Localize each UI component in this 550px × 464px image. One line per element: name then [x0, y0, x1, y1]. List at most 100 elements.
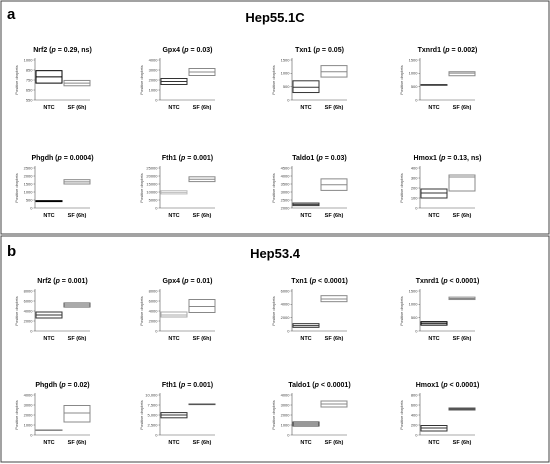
category-label: SF (6h) [193, 213, 212, 219]
y-tick-label: 7,500 [147, 402, 158, 407]
panel-a-frame [0, 0, 550, 235]
chart-title: Nrf2 (p = 0.29, ns) [33, 47, 92, 54]
y-axis-label: Positive droplets [14, 173, 19, 202]
y-tick-label: 0 [155, 328, 158, 333]
gene-label: Phgdh ( [31, 155, 58, 162]
y-tick-label: 100 [411, 195, 418, 200]
chart-a-txn1: Txn1 (p = 0.05) 0 500 1000 1500 Positive drop… [271, 47, 348, 111]
chart-b-gpx4: Gpx4 (p = 0.01) 0 2000 4000 6000 8000 Positive… [139, 278, 216, 342]
y-tick-label: 3000 [24, 402, 34, 407]
chart-title: Taldo1 (p < 0.0001) [288, 382, 350, 389]
category-label: NTC [168, 105, 179, 111]
chart-title: Phgdh (p = 0.0004) [31, 155, 93, 162]
p-value: = 0.0004) [62, 155, 94, 162]
y-tick-label: 1000 [24, 57, 34, 62]
p-symbol: p [180, 382, 186, 389]
y-tick-label: 1500 [281, 57, 291, 62]
y-tick-label: 1500 [409, 57, 419, 62]
y-tick-label: 2000 [24, 318, 34, 323]
p-symbol: p [311, 278, 317, 285]
y-tick-label: 2,500 [147, 422, 158, 427]
p-symbol: p [180, 155, 186, 162]
p-symbol: p [440, 155, 446, 162]
p-value: < 0.0001) [319, 382, 351, 389]
p-value: = 0.002) [450, 47, 478, 54]
p-symbol: p [51, 47, 57, 54]
y-tick-label: 1000 [409, 71, 419, 76]
y-tick-label: 0 [287, 328, 290, 333]
y-tick-label: 600 [411, 402, 418, 407]
category-label: SF (6h) [453, 213, 472, 219]
y-axis-label: Positive droplets [399, 296, 404, 325]
y-tick-label: 1500 [24, 181, 34, 186]
p-value: = 0.02) [66, 382, 90, 389]
category-label: NTC [168, 213, 179, 219]
category-label: SF (6h) [325, 440, 344, 446]
y-axis-label: Positive droplets [271, 173, 276, 202]
y-axis-label: Positive droplets [139, 296, 144, 325]
gene-label: Hmox1 ( [414, 155, 442, 162]
chart-b-phgdh: Phgdh (p = 0.02) 0 1000 2000 3000 4000 Positiv… [14, 382, 91, 446]
y-tick-label: 0 [415, 97, 418, 102]
box-sf [63, 405, 91, 423]
y-tick-label: 5,000 [147, 412, 158, 417]
charts-layer: Nrf2 (p = 0.29, ns)5506507508501000Posit… [14, 47, 481, 446]
y-tick-label: 200 [411, 185, 418, 190]
y-tick-label: 4000 [149, 308, 159, 313]
p-symbol: p [318, 155, 324, 162]
chart-a-phgdh: Phgdh (p = 0.0004) 0 500 1000 1500 2000 2500 Po… [14, 155, 94, 219]
y-tick-label: 3000 [281, 189, 291, 194]
y-axis-label: Positive droplets [14, 65, 19, 94]
p-symbol: p [55, 278, 61, 285]
category-label: NTC [300, 105, 311, 111]
chart-a-nrf2: Nrf2 (p = 0.29, ns) 550 650 750 850 1000 Posit… [14, 47, 92, 111]
y-tick-label: 0 [155, 432, 158, 437]
panel-b-letter: b [7, 243, 16, 260]
y-tick-label: 300 [411, 175, 418, 180]
chart-a-taldo1: Taldo1 (p = 0.03) 2000 2500 3000 3500 4000 450… [271, 155, 348, 219]
p-symbol: p [444, 47, 450, 54]
p-symbol: p [183, 278, 189, 285]
category-label: NTC [300, 336, 311, 342]
y-tick-label: 500 [411, 315, 418, 320]
y-tick-label: 4000 [281, 392, 291, 397]
category-label: NTC [168, 336, 179, 342]
y-tick-label: 6000 [24, 298, 34, 303]
category-label: NTC [300, 440, 311, 446]
p-symbol: p [57, 155, 63, 162]
y-tick-label: 0 [287, 97, 290, 102]
y-tick-label: 4000 [281, 302, 291, 307]
category-label: NTC [428, 213, 439, 219]
y-tick-label: 6000 [149, 298, 159, 303]
y-tick-label: 2000 [281, 315, 291, 320]
gene-label: Txn1 ( [291, 278, 312, 285]
chart-title: Txnrd1 (p < 0.0001) [416, 278, 480, 285]
panel-a-letter: a [7, 6, 16, 23]
category-label: SF (6h) [68, 336, 87, 342]
y-tick-label: 1000 [149, 87, 159, 92]
y-axis-label: Positive droplets [399, 65, 404, 94]
category-label: SF (6h) [453, 440, 472, 446]
y-tick-label: 500 [411, 84, 418, 89]
category-label: SF (6h) [68, 440, 87, 446]
gene-label: Txnrd1 ( [418, 47, 446, 54]
y-tick-label: 2000 [24, 173, 34, 178]
y-axis-label: Positive droplets [399, 173, 404, 202]
y-tick-label: 400 [411, 165, 418, 170]
y-tick-label: 4000 [24, 392, 34, 397]
p-value: < 0.0001) [316, 278, 348, 285]
y-tick-label: 8000 [149, 288, 159, 293]
p-symbol: p [314, 382, 320, 389]
p-value: = 0.001) [185, 382, 213, 389]
panel-a-title: Hep55.1C [245, 10, 305, 25]
box-sf [448, 174, 476, 192]
category-label: SF (6h) [325, 213, 344, 219]
p-value: = 0.03) [189, 47, 213, 54]
y-tick-label: 0 [155, 97, 158, 102]
y-tick-label: 20000 [146, 173, 158, 178]
p-value: = 0.29, ns) [56, 47, 92, 54]
p-value: = 0.03) [323, 155, 347, 162]
y-tick-label: 500 [283, 84, 290, 89]
y-tick-label: 10000 [146, 189, 158, 194]
y-axis-label: Positive droplets [271, 400, 276, 429]
